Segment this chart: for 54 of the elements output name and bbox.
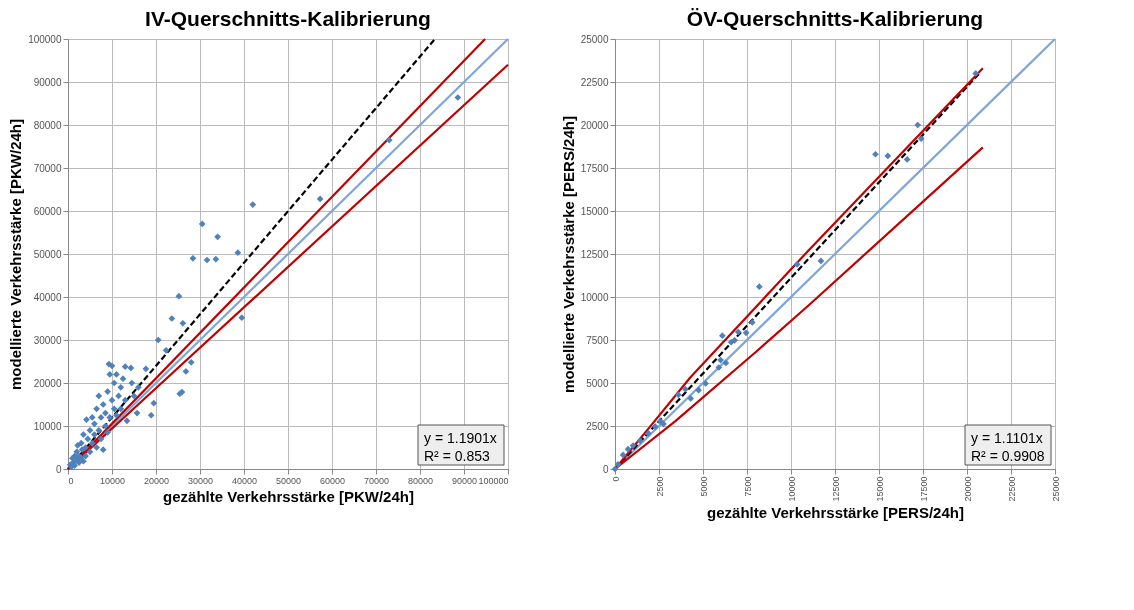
y-tick-label: 12500 bbox=[580, 248, 609, 260]
y-axis-title: modellierte Verkehrsstärke [PERS/24h] bbox=[559, 116, 577, 393]
x-tick-label: 20000 bbox=[962, 476, 973, 502]
x-tick-label: 12500 bbox=[830, 476, 841, 502]
x-tick-label: 2500 bbox=[654, 476, 665, 497]
x-tick-label: 60000 bbox=[319, 475, 346, 486]
y-tick-label: 10000 bbox=[580, 291, 609, 303]
x-tick-label: 30000 bbox=[187, 475, 214, 486]
y-tick-label: 7500 bbox=[586, 334, 609, 346]
x-tick-label: 0 bbox=[68, 475, 74, 486]
y-tick-label: 15000 bbox=[580, 205, 609, 217]
y-tick-label: 40000 bbox=[33, 291, 62, 303]
y-tick-label: 0 bbox=[55, 463, 62, 475]
x-tick-label: 100000 bbox=[478, 475, 509, 486]
y-tick-label: 10000 bbox=[33, 420, 62, 432]
y-tick-label: 50000 bbox=[33, 248, 62, 260]
y-tick-label: 17500 bbox=[580, 162, 609, 174]
y-tick-label: 20000 bbox=[580, 119, 609, 131]
annotation: y = 1.1101x bbox=[971, 430, 1043, 446]
x-tick-label: 80000 bbox=[407, 475, 434, 486]
y-tick-label: 2500 bbox=[586, 420, 609, 432]
x-tick-label: 70000 bbox=[363, 475, 390, 486]
annotation: R² = 0.9908 bbox=[971, 448, 1045, 464]
x-tick-label: 50000 bbox=[275, 475, 302, 486]
y-tick-label: 30000 bbox=[33, 334, 62, 346]
x-tick-label: 25000 bbox=[1050, 476, 1061, 502]
y-tick-label: 25000 bbox=[580, 33, 609, 45]
y-tick-label: 22500 bbox=[580, 76, 609, 88]
annotation: y = 1.1901x bbox=[424, 430, 497, 446]
x-tick-label: 90000 bbox=[451, 475, 478, 486]
x-tick-label: 10000 bbox=[786, 476, 797, 502]
x-tick-label: 15000 bbox=[874, 476, 885, 502]
y-axis-title: modellierte Verkehrsstärke [PKW/24h] bbox=[7, 119, 25, 390]
x-tick-label: 20000 bbox=[143, 475, 170, 486]
y-tick-label: 90000 bbox=[33, 76, 62, 88]
chart-title: IV-Querschnitts-Kalibrierung bbox=[145, 7, 431, 30]
x-tick-label: 0 bbox=[610, 476, 621, 482]
chart-title: ÖV-Querschnitts-Kalibrierung bbox=[686, 7, 984, 30]
x-axis-title: gezählte Verkehrsstärke [PERS/24h] bbox=[707, 503, 964, 521]
y-tick-label: 5000 bbox=[586, 377, 609, 389]
x-axis-title: gezählte Verkehrsstärke [PKW/24h] bbox=[163, 487, 414, 505]
x-tick-label: 10000 bbox=[99, 475, 126, 486]
y-tick-label: 80000 bbox=[33, 119, 62, 131]
y-tick-label: 70000 bbox=[33, 162, 62, 174]
x-tick-label: 40000 bbox=[231, 475, 258, 486]
x-tick-label: 5000 bbox=[698, 476, 709, 497]
y-tick-label: 100000 bbox=[28, 33, 62, 45]
y-tick-label: 60000 bbox=[33, 205, 62, 217]
y-tick-label: 0 bbox=[602, 463, 609, 475]
x-tick-label: 22500 bbox=[1006, 476, 1017, 502]
annotation: R² = 0.853 bbox=[424, 448, 490, 464]
x-tick-label: 7500 bbox=[742, 476, 753, 497]
x-tick-label: 17500 bbox=[918, 476, 929, 502]
y-tick-label: 20000 bbox=[33, 377, 62, 389]
